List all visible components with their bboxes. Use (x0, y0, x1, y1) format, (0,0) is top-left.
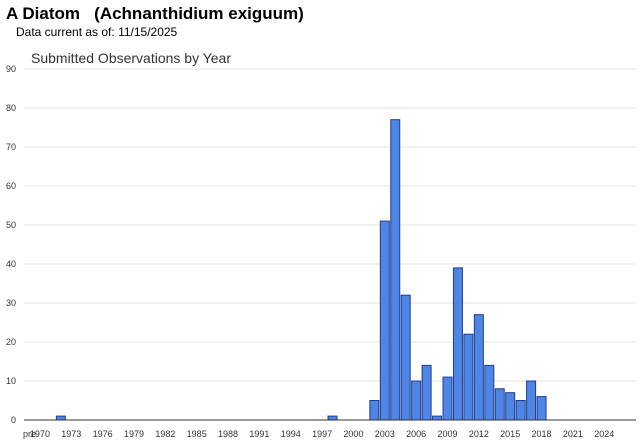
y-tick-label: 20 (6, 337, 16, 347)
x-tick-label: 2012 (469, 429, 489, 439)
y-tick-label: 60 (6, 181, 16, 191)
x-tick-label: 1976 (93, 429, 113, 439)
data-current-date: 11/15/2025 (118, 25, 178, 39)
bar-2009 (442, 376, 453, 421)
y-tick-label: 30 (6, 298, 16, 308)
bar-2005 (400, 294, 411, 421)
page-title: A Diatom (Achnanthidium exiguum) (6, 4, 304, 23)
bar-1972 (55, 415, 66, 421)
bar-2015 (505, 392, 516, 421)
x-tick-label: 2021 (563, 429, 583, 439)
bar-2010 (452, 267, 463, 421)
x-tick-label: 2000 (343, 429, 363, 439)
data-current-line: Data current as of: 11/15/2025 (16, 25, 177, 39)
x-tick-label: 2009 (437, 429, 457, 439)
x-tick-label: 2024 (594, 429, 614, 439)
y-axis-tick-labels: 0 10 20 30 40 50 60 70 80 90 (6, 64, 16, 425)
bar-2002 (369, 400, 380, 421)
x-tick-label: 1991 (249, 429, 269, 439)
bar-2011 (463, 333, 474, 421)
bar-2007 (421, 364, 432, 421)
x-tick-label: 1997 (312, 429, 332, 439)
x-tick-label: pre (23, 429, 36, 439)
y-tick-label: 0 (11, 415, 16, 425)
bar-2016 (515, 400, 526, 421)
x-tick-label: 1988 (218, 429, 238, 439)
chart-title: Submitted Observations by Year (31, 50, 231, 66)
y-tick-label: 70 (6, 142, 16, 152)
y-tick-label: 40 (6, 259, 16, 269)
bar-1998 (327, 415, 338, 421)
bar-2004 (390, 119, 401, 421)
x-tick-label: 1985 (187, 429, 207, 439)
bar-2006 (411, 380, 422, 421)
x-tick-label: 1973 (61, 429, 81, 439)
chart-bars (55, 119, 547, 421)
x-tick-label: 2015 (500, 429, 520, 439)
bar-2017 (526, 380, 537, 421)
chart-gridlines (24, 68, 636, 382)
y-tick-label: 50 (6, 220, 16, 230)
y-tick-label: 90 (6, 64, 16, 74)
x-tick-label: 2018 (532, 429, 552, 439)
x-tick-label: 1970 (30, 429, 50, 439)
y-tick-label: 10 (6, 376, 16, 386)
bar-2013 (484, 364, 495, 421)
x-tick-label: 2006 (406, 429, 426, 439)
y-tick-label: 80 (6, 103, 16, 113)
bar-2012 (473, 314, 484, 421)
bar-2003 (379, 220, 390, 421)
x-tick-label: 1979 (124, 429, 144, 439)
bar-2008 (432, 415, 443, 421)
data-current-label: Data current as of: (16, 25, 115, 39)
bar-2014 (494, 388, 505, 421)
x-tick-label: 2003 (375, 429, 395, 439)
x-tick-label: 1994 (281, 429, 301, 439)
bar-2018 (536, 396, 547, 421)
x-tick-label: 1982 (155, 429, 175, 439)
